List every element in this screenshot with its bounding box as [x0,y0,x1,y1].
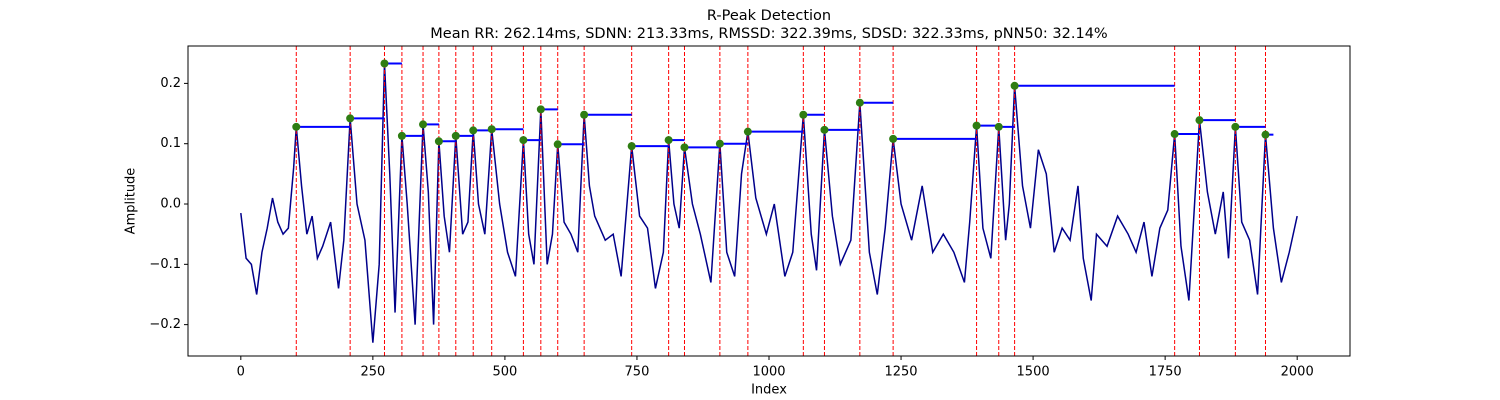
x-tick-label: 250 [360,365,385,380]
peak-marker [292,122,301,131]
peak-marker [469,126,478,135]
peak-marker [536,105,545,114]
peak-marker [487,125,496,134]
x-tick-label: 750 [625,365,650,380]
peak-marker [434,137,443,146]
y-tick-label: 0.1 [160,136,181,151]
y-tick-label: −0.1 [149,257,181,272]
signal-line [240,63,1298,343]
y-tick-label: 0.0 [160,197,181,212]
peak-marker [1261,130,1270,139]
x-tick-label: 500 [492,365,517,380]
peak-marker [1195,116,1204,125]
x-axis-label: Index [751,383,787,398]
peak-marker [419,120,428,129]
peak-marker [627,142,636,151]
peak-marker [1010,81,1019,90]
x-tick-label: 1500 [1017,365,1050,380]
peak-marker [553,140,562,149]
peak-marker [580,110,589,119]
peak-marker [889,134,898,143]
chart-subtitle: Mean RR: 262.14ms, SDNN: 213.33ms, RMSSD… [430,26,1107,42]
peak-marker [664,136,673,145]
peak-marker [451,131,460,140]
peak-marker [820,125,829,134]
peak-marker [972,121,981,130]
x-tick-label: 2000 [1281,365,1314,380]
x-tick-label: 1000 [752,365,785,380]
y-tick-label: 0.2 [160,76,181,91]
peak-marker [1231,122,1240,131]
peak-marker [855,98,864,107]
peak-marker [743,127,752,136]
chart-title: R-Peak Detection [707,8,831,24]
peak-marker [799,110,808,119]
peak-marker [1170,130,1179,139]
plot-frame [187,45,1351,357]
x-tick-label: 1750 [1149,365,1182,380]
peak-marker [680,143,689,152]
peak-marker [994,122,1003,131]
peak-marker [715,139,724,148]
peak-marker [380,59,389,68]
peak-marker [519,136,528,145]
peak-marker [397,131,406,140]
y-tick-label: −0.2 [149,317,181,332]
peak-marker [346,114,355,123]
x-tick-label: 1250 [884,365,917,380]
y-axis-label: Amplitude [124,168,139,235]
x-tick-label: 0 [237,365,245,380]
